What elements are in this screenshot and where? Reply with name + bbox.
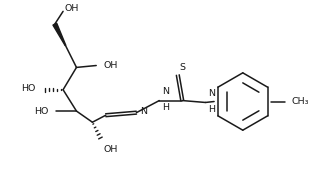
Text: OH: OH — [103, 144, 118, 154]
Text: N: N — [162, 87, 169, 96]
Text: H: H — [162, 103, 169, 112]
Text: HO: HO — [21, 84, 35, 93]
Text: N: N — [140, 107, 147, 116]
Text: S: S — [180, 63, 186, 72]
Text: HO: HO — [34, 107, 48, 116]
Text: H: H — [208, 105, 215, 114]
Text: OH: OH — [104, 61, 118, 70]
Text: N: N — [208, 89, 215, 98]
Text: CH₃: CH₃ — [291, 97, 309, 106]
Text: OH: OH — [65, 4, 79, 13]
Polygon shape — [53, 23, 66, 45]
